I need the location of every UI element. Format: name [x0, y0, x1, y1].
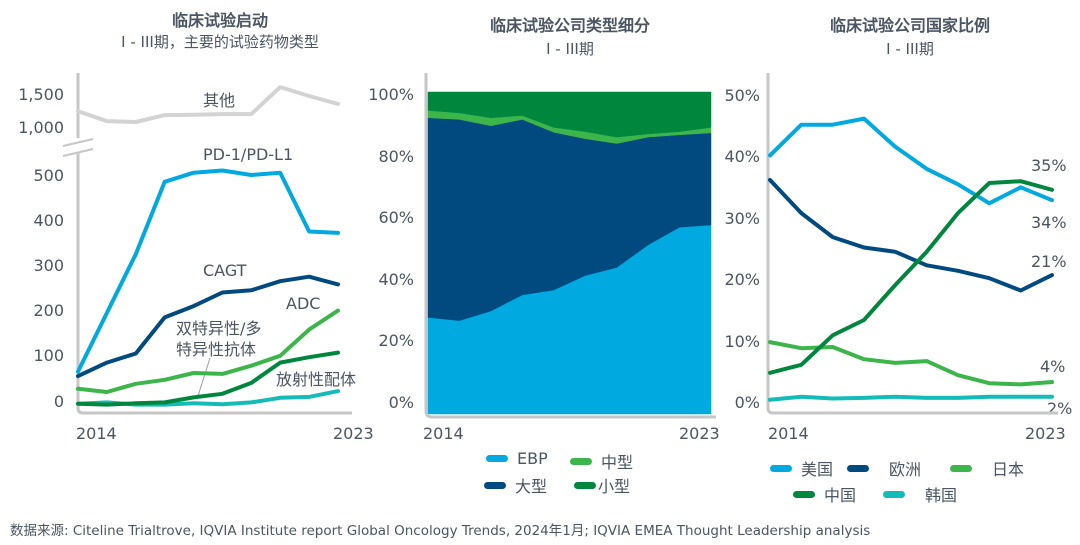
legend-label: 日本 — [992, 460, 1025, 479]
x-tick-label: 2023 — [679, 424, 720, 443]
legend-swatch — [570, 457, 592, 465]
x-tick-label: 2014 — [423, 424, 464, 443]
y-tick-label: 60% — [378, 208, 414, 227]
y-tick-label: 100% — [368, 85, 414, 104]
series-line-美国 — [768, 116, 1054, 206]
annotation-cagt: CAGT — [203, 261, 247, 280]
y-tick-label: 20% — [378, 331, 414, 350]
legend-label: 大型 — [515, 477, 548, 496]
chart2-subtitle: I - III期 — [546, 40, 594, 58]
y-tick-label: 1,000 — [18, 118, 64, 137]
chart1-subtitle: I - III期，主要的试验药物类型 — [121, 33, 319, 51]
annotation-radioligand: 放射性配体 — [276, 370, 356, 389]
x-tick-label: 2014 — [768, 424, 809, 443]
legend-swatch — [793, 490, 815, 498]
chart2-title: 临床试验公司类型细分 — [489, 16, 650, 35]
legend-label: 中型 — [601, 453, 634, 472]
legend-label: 小型 — [598, 477, 631, 496]
annotation-bispecific-2: 特异性抗体 — [176, 340, 256, 359]
x-tick-label: 2023 — [1025, 424, 1066, 443]
y-tick-label: 20% — [724, 270, 760, 289]
area-小型 — [427, 91, 712, 138]
y-tick-label: 40% — [378, 270, 414, 289]
series-line-中国 — [768, 179, 1054, 375]
legend-item: 大型 — [484, 473, 547, 497]
series-line-2 — [76, 274, 340, 379]
y-tick-label: 10% — [724, 332, 760, 351]
chart1-annotations: 其他 PD-1/PD-L1 CAGT ADC 双特异性/多 特异性抗体 放射性配… — [176, 91, 356, 389]
annotation-bispecific-1: 双特异性/多 — [176, 319, 261, 338]
y-tick-label: 0 — [54, 392, 64, 411]
y-tick-label: 400 — [33, 211, 64, 230]
y-tick-label: 0% — [389, 393, 414, 412]
annotation-leader-line — [197, 357, 211, 397]
y-tick-label: 40% — [724, 147, 760, 166]
series-line-4 — [76, 350, 340, 407]
source-note: 数据来源: Citeline Trialtrove, IQVIA Institu… — [10, 523, 871, 539]
legend-swatch — [486, 455, 508, 462]
legend-label: 欧洲 — [889, 460, 922, 479]
chart1-title: 临床试验启动 — [171, 11, 268, 30]
legend-swatch — [847, 464, 869, 472]
chart3-axis — [766, 73, 1058, 415]
x-tick-label: 2023 — [333, 424, 374, 443]
legend-swatch — [484, 481, 506, 489]
legend-label: 中国 — [824, 486, 857, 505]
annotation-adc: ADC — [286, 294, 320, 313]
y-tick-label: 500 — [33, 166, 64, 185]
end-label-korea: 2% — [1047, 399, 1072, 418]
legend-swatch — [950, 464, 972, 472]
y-tick-label: 100 — [33, 346, 64, 365]
legend-label: 美国 — [801, 460, 834, 479]
legend-item: EBP — [486, 449, 548, 468]
annotation-pd1: PD-1/PD-L1 — [203, 145, 293, 164]
y-tick-label: 1,500 — [18, 85, 64, 104]
y-tick-label: 300 — [33, 256, 64, 275]
series-line-韩国 — [768, 394, 1054, 402]
end-label-europe: 21% — [1031, 252, 1067, 271]
annotation-other: 其他 — [203, 91, 235, 110]
chart3-y-ticks: 0% 10% 20% 30% 40% 50% 2014 2023 — [724, 86, 1065, 443]
chart3-end-labels: 35% 34% 21% 4% 2% — [1031, 156, 1072, 418]
y-tick-label: 50% — [724, 86, 760, 105]
end-label-china: 35% — [1031, 156, 1067, 175]
series-line-3 — [76, 308, 340, 394]
legend-item: 中型 — [570, 449, 633, 473]
series-line-欧洲 — [768, 178, 1054, 293]
legend-swatch — [883, 490, 905, 498]
series-line-日本 — [768, 340, 1054, 387]
y-tick-label: 30% — [724, 209, 760, 228]
y-tick-label: 80% — [378, 147, 414, 166]
y-tick-label: 200 — [33, 301, 64, 320]
chart2-axis — [424, 73, 716, 419]
chart3-subtitle: I - III期 — [886, 40, 934, 58]
chart1-y-ticks: 0 100 200 300 400 500 1,000 1,500 2014 2… — [18, 85, 374, 443]
chart2-y-ticks: 0% 20% 40% 60% 80% 100% 2014 2023 — [368, 85, 719, 443]
legend-swatch — [574, 481, 596, 489]
end-label-us: 34% — [1031, 213, 1067, 232]
chart3-title: 临床试验公司国家比例 — [829, 16, 990, 35]
series-line-0 — [76, 85, 340, 124]
legend-label: EBP — [517, 449, 548, 468]
axis-break-mark — [62, 138, 94, 147]
y-tick-label: 0% — [735, 393, 760, 412]
series-line-1 — [76, 168, 340, 374]
legend-swatch — [770, 464, 792, 472]
legend-item: 小型 — [574, 473, 630, 497]
axis-break-mark — [62, 148, 94, 157]
legend-label: 韩国 — [925, 486, 958, 505]
end-label-japan: 4% — [1040, 357, 1065, 376]
chart1-axis — [76, 73, 352, 415]
legend-item: 欧洲 — [847, 456, 921, 480]
legend-item: 中国 — [793, 482, 856, 506]
legend-item: 韩国 — [883, 482, 957, 506]
legend-item: 美国 — [770, 456, 833, 480]
legend-item: 日本 — [950, 456, 1024, 480]
x-tick-label: 2014 — [76, 424, 117, 443]
